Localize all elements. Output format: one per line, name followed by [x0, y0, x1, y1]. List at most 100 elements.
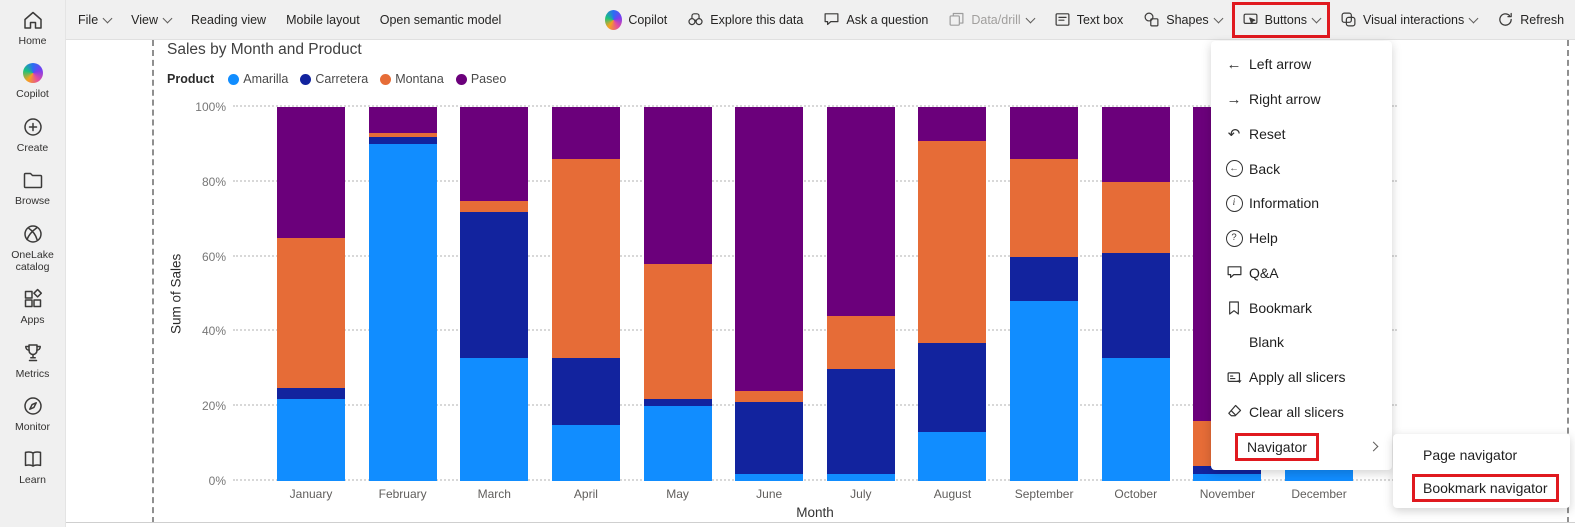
ribbon-item-text-box[interactable]: Text box: [1044, 5, 1134, 35]
menu-item-bookmark[interactable]: Bookmark: [1211, 290, 1392, 325]
bar-may[interactable]: [643, 107, 712, 481]
bar-segment-may-paseo[interactable]: [643, 107, 712, 265]
sidebar-item-learn[interactable]: Learn: [3, 446, 63, 486]
menu-item-q-a[interactable]: Q&A: [1211, 256, 1392, 291]
submenu-item-page-navigator[interactable]: Page navigator: [1393, 438, 1570, 471]
ribbon-item-ask-a-question[interactable]: Ask a question: [813, 5, 938, 35]
bar-segment-march-amarilla[interactable]: [460, 357, 529, 481]
bar-segment-august-montana[interactable]: [918, 140, 987, 343]
bar-segment-february-carretera[interactable]: [368, 136, 437, 145]
menu-item-label: Apply all slicers: [1249, 369, 1346, 386]
bar-segment-january-paseo[interactable]: [277, 107, 345, 238]
ribbon-item-data-drill[interactable]: Data/drill: [938, 5, 1043, 35]
y-tick-label: 20%: [201, 399, 226, 414]
menu-item-navigator[interactable]: Navigator: [1211, 429, 1392, 464]
bar-segment-september-carretera[interactable]: [1010, 256, 1079, 302]
sidebar-item-create[interactable]: Create: [3, 114, 63, 154]
bar-segment-june-carretera[interactable]: [735, 402, 804, 474]
menu-item-back[interactable]: ← Back: [1211, 151, 1392, 186]
bar-segment-june-paseo[interactable]: [735, 107, 804, 392]
bar-segment-february-amarilla[interactable]: [368, 144, 437, 481]
bar-segment-october-carretera[interactable]: [1101, 252, 1170, 358]
menu-item-reset[interactable]: ↶ Reset: [1211, 117, 1392, 152]
legend-item-montana[interactable]: Montana: [380, 72, 444, 86]
legend-item-amarilla[interactable]: Amarilla: [228, 72, 288, 86]
ribbon-item-shapes[interactable]: Shapes: [1133, 5, 1231, 35]
bar-segment-october-paseo[interactable]: [1101, 107, 1170, 182]
bar-segment-june-amarilla[interactable]: [735, 473, 804, 481]
bar-segment-october-montana[interactable]: [1101, 181, 1170, 253]
bar-segment-september-montana[interactable]: [1010, 159, 1079, 257]
bar-segment-august-amarilla[interactable]: [918, 432, 987, 481]
bar-segment-may-montana[interactable]: [643, 264, 712, 399]
bar-segment-january-montana[interactable]: [277, 237, 345, 388]
menu-item-blank[interactable]: Blank: [1211, 325, 1392, 360]
bar-segment-january-carretera[interactable]: [277, 387, 345, 399]
bar-segment-july-montana[interactable]: [826, 316, 895, 369]
bar-segment-april-paseo[interactable]: [551, 107, 620, 160]
bar-segment-march-paseo[interactable]: [460, 107, 529, 201]
bar-segment-june-montana[interactable]: [735, 391, 804, 403]
ribbon-item-buttons[interactable]: Buttons: [1231, 1, 1331, 38]
bar-segment-july-paseo[interactable]: [826, 107, 895, 317]
bar-segment-march-carretera[interactable]: [460, 211, 529, 358]
bar-october[interactable]: [1101, 107, 1170, 481]
menu-item-clear-all-slicers[interactable]: Clear all slicers: [1211, 395, 1392, 430]
ribbon-item-mobile-layout[interactable]: Mobile layout: [276, 5, 370, 35]
sidebar-item-metrics[interactable]: Metrics: [3, 340, 63, 380]
bar-january[interactable]: [277, 107, 345, 481]
sidebar-item-home[interactable]: Home: [3, 7, 63, 47]
ribbon-item-open-semantic-model[interactable]: Open semantic model: [370, 5, 512, 35]
bar-segment-august-paseo[interactable]: [918, 107, 987, 141]
legend-item-carretera[interactable]: Carretera: [300, 72, 368, 86]
bar-segment-may-amarilla[interactable]: [643, 406, 712, 481]
menu-item-right-arrow[interactable]: → Right arrow: [1211, 82, 1392, 117]
bar-segment-september-paseo[interactable]: [1010, 107, 1079, 160]
menu-item-information[interactable]: i Information: [1211, 186, 1392, 221]
bar-segment-january-amarilla[interactable]: [277, 398, 345, 481]
menu-item-left-arrow[interactable]: ← Left arrow: [1211, 47, 1392, 82]
metrics-icon: [20, 340, 46, 366]
clear-slicers-icon: [1224, 403, 1244, 420]
refresh-icon: [1497, 11, 1514, 28]
bar-segment-april-carretera[interactable]: [551, 357, 620, 425]
bookmark-icon: [1224, 300, 1244, 316]
sidebar-item-onelake-catalog[interactable]: OneLake catalog: [3, 221, 63, 274]
ribbon-item-explore-this-data[interactable]: Explore this data: [677, 5, 813, 35]
submenu-item-bookmark-navigator[interactable]: Bookmark navigator: [1393, 471, 1570, 504]
sidebar-item-apps[interactable]: Apps: [3, 286, 63, 326]
ribbon-item-file[interactable]: File: [68, 5, 121, 35]
bar-segment-august-carretera[interactable]: [918, 342, 987, 433]
ribbon-item-copilot[interactable]: Copilot: [595, 5, 677, 35]
bar-september[interactable]: [1010, 107, 1079, 481]
bar-segment-april-amarilla[interactable]: [551, 424, 620, 481]
bar-june[interactable]: [735, 107, 804, 481]
ribbon-item-visual-interactions[interactable]: Visual interactions: [1330, 5, 1487, 35]
bar-segment-november-amarilla[interactable]: [1193, 473, 1262, 481]
bar-april[interactable]: [551, 107, 620, 481]
sidebar-item-monitor[interactable]: Monitor: [3, 393, 63, 433]
legend-item-paseo[interactable]: Paseo: [455, 72, 506, 86]
menu-item-apply-all-slicers[interactable]: Apply all slicers: [1211, 360, 1392, 395]
bar-february[interactable]: [368, 107, 437, 481]
ribbon-item-view[interactable]: View: [121, 5, 181, 35]
sidebar-item-browse[interactable]: Browse: [3, 167, 63, 207]
ribbon-item-refresh[interactable]: Refresh: [1487, 5, 1574, 35]
ribbon-item-reading-view[interactable]: Reading view: [181, 5, 276, 35]
bar-july[interactable]: [826, 107, 895, 481]
bar-segment-april-montana[interactable]: [551, 159, 620, 358]
sidebar-item-label: OneLake catalog: [11, 248, 54, 273]
bar-segment-march-montana[interactable]: [460, 200, 529, 212]
bar-segment-october-amarilla[interactable]: [1101, 357, 1170, 481]
bar-segment-may-carretera[interactable]: [643, 398, 712, 407]
bar-march[interactable]: [460, 107, 529, 481]
sidebar-item-copilot[interactable]: Copilot: [3, 60, 63, 100]
ribbon-item-label: Reading view: [191, 12, 267, 27]
bar-segment-july-carretera[interactable]: [826, 368, 895, 474]
bar-segment-september-amarilla[interactable]: [1010, 301, 1079, 481]
bar-segment-february-montana[interactable]: [368, 133, 437, 137]
bar-august[interactable]: [918, 107, 987, 481]
bar-segment-february-paseo[interactable]: [368, 107, 437, 134]
menu-item-help[interactable]: ? Help: [1211, 221, 1392, 256]
bar-segment-july-amarilla[interactable]: [826, 473, 895, 481]
